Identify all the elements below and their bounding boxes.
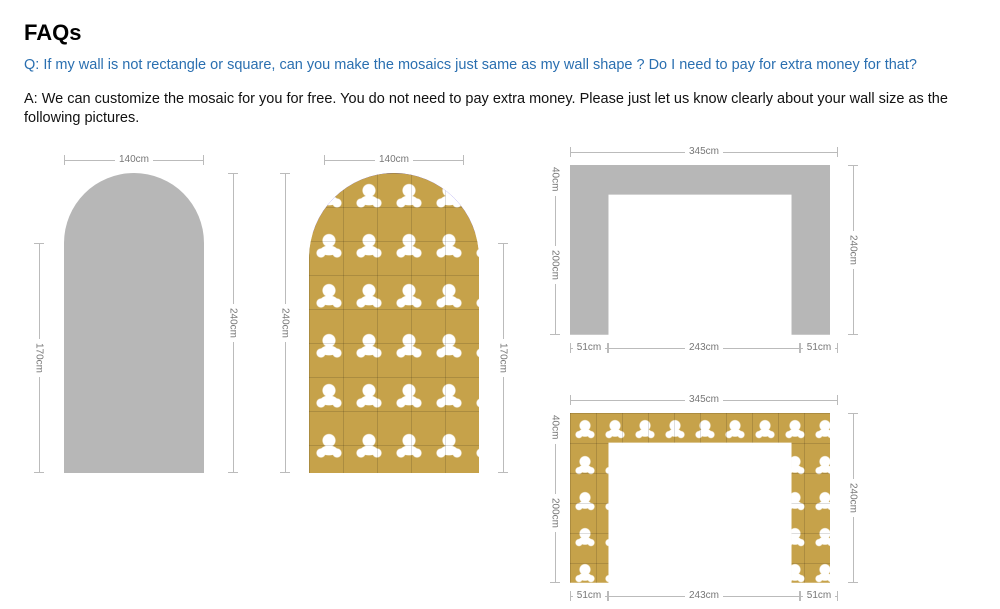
dim-frame-plain-topband: 40cm xyxy=(550,165,560,195)
diagram-arch-plain: 140cm 240cm 170cm xyxy=(24,143,244,483)
faq-title: FAQs xyxy=(24,20,976,46)
dim-arch-pat-left: 240cm xyxy=(280,173,290,473)
dim-frame-plain-top: 345cm xyxy=(570,147,838,157)
dim-label: 40cm xyxy=(550,411,561,443)
dim-label: 170cm xyxy=(498,339,509,377)
dim-label: 345cm xyxy=(685,394,723,405)
dim-frame-plain-leg-h: 200cm xyxy=(550,195,560,335)
dim-label: 51cm xyxy=(803,342,835,353)
dim-frame-pat-top: 345cm xyxy=(570,395,838,405)
dim-frame-plain-leg-l: 51cm xyxy=(570,343,608,353)
frame-plain-fill xyxy=(570,165,830,335)
dim-label: 240cm xyxy=(280,304,291,342)
dim-label: 240cm xyxy=(228,304,239,342)
dim-frame-pat-leg-l: 51cm xyxy=(570,591,608,601)
dim-frame-plain-right: 240cm xyxy=(848,165,858,335)
dim-frame-plain-leg-r: 51cm xyxy=(800,343,838,353)
dim-frame-pat-topband: 40cm xyxy=(550,413,560,443)
dim-label: 40cm xyxy=(550,163,561,195)
dim-arch-plain-right: 240cm xyxy=(228,173,238,473)
dim-label: 200cm xyxy=(550,246,561,284)
faq-question: Q: If my wall is not rectangle or square… xyxy=(24,56,976,76)
frame-column: 345cm 40cm 200cm 240cm 51cm 243cm 51cm 3… xyxy=(544,143,864,609)
frame-plain-shape xyxy=(570,165,830,335)
frame-pat-grid xyxy=(570,413,830,583)
diagram-frame-plain: 345cm 40cm 200cm 240cm 51cm 243cm 51cm xyxy=(544,143,864,361)
frame-pat-shape xyxy=(570,413,830,583)
dim-label: 51cm xyxy=(573,342,605,353)
dim-label: 243cm xyxy=(685,342,723,353)
diagrams-row: 140cm 240cm 170cm 140cm 240cm 170cm 345c… xyxy=(24,143,976,609)
dim-arch-pat-top: 140cm xyxy=(324,155,464,165)
diagram-arch-pattern: 140cm 240cm 170cm xyxy=(274,143,514,483)
diagram-frame-pattern: 345cm 40cm 200cm 240cm 51cm 243cm 51cm xyxy=(544,391,864,609)
dim-label: 240cm xyxy=(848,479,859,517)
dim-frame-pat-right: 240cm xyxy=(848,413,858,583)
arch-pattern-shape xyxy=(309,173,479,473)
dim-arch-plain-left: 170cm xyxy=(34,243,44,473)
dim-label: 200cm xyxy=(550,494,561,532)
dim-arch-pat-right: 170cm xyxy=(498,243,508,473)
dim-frame-pat-leg-r: 51cm xyxy=(800,591,838,601)
dim-frame-plain-inner: 243cm xyxy=(608,343,800,353)
dim-label: 170cm xyxy=(34,339,45,377)
dim-label: 140cm xyxy=(375,154,413,165)
dim-arch-plain-top: 140cm xyxy=(64,155,204,165)
faq-answer: A: We can customize the mosaic for you f… xyxy=(24,90,976,129)
dim-label: 51cm xyxy=(573,590,605,601)
dim-frame-pat-inner: 243cm xyxy=(608,591,800,601)
arch-grid-overlay xyxy=(309,173,479,473)
dim-label: 140cm xyxy=(115,154,153,165)
dim-label: 243cm xyxy=(685,590,723,601)
dim-label: 51cm xyxy=(803,590,835,601)
dim-frame-pat-leg-h: 200cm xyxy=(550,443,560,583)
dim-label: 345cm xyxy=(685,146,723,157)
dim-label: 240cm xyxy=(848,231,859,269)
arch-shape xyxy=(64,173,204,473)
